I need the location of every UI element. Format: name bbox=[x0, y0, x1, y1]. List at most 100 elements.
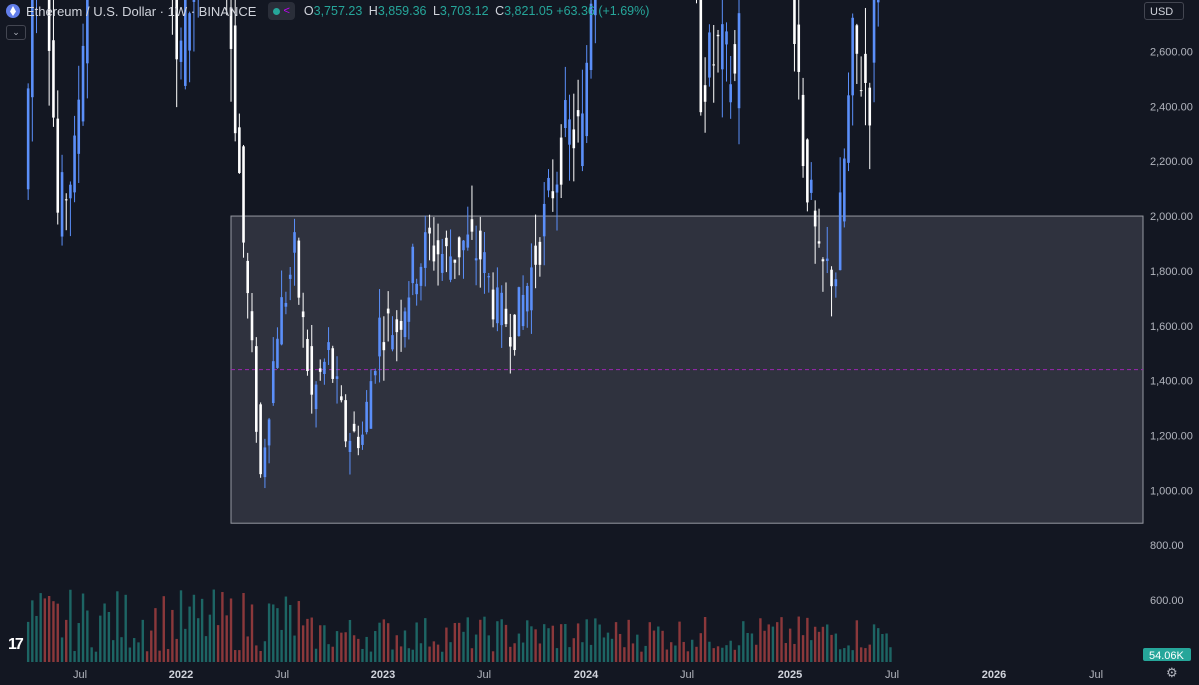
volume-bar bbox=[361, 648, 364, 662]
volume-bar bbox=[712, 648, 715, 662]
volume-bar bbox=[517, 633, 521, 662]
volume-bar bbox=[859, 647, 863, 662]
gear-icon[interactable]: ⚙ bbox=[1166, 665, 1178, 680]
candle-body bbox=[847, 95, 850, 163]
volume-bar bbox=[310, 617, 313, 662]
volume-bar bbox=[52, 601, 55, 662]
volume-bar bbox=[340, 632, 343, 662]
volume-bar bbox=[428, 646, 431, 662]
volume-bar bbox=[436, 644, 440, 662]
volume-bar bbox=[86, 610, 89, 662]
volume-bar bbox=[530, 626, 533, 662]
volume-bar bbox=[69, 589, 72, 662]
volume-bar bbox=[644, 645, 647, 662]
volume-bar bbox=[830, 634, 833, 662]
y-tick-label: 2,400.00 bbox=[1150, 101, 1193, 113]
symbol-title[interactable]: Ethereum / U.S. Dollar · 1W · BINANCE bbox=[26, 3, 257, 19]
volume-bar bbox=[581, 642, 584, 662]
volume-bar bbox=[797, 616, 800, 662]
candle-body bbox=[737, 13, 741, 109]
volume-bar bbox=[767, 624, 770, 662]
candle-body bbox=[525, 285, 529, 312]
collapse-legend-button[interactable]: ⌄ bbox=[6, 25, 26, 40]
volume-bar bbox=[889, 647, 892, 662]
volume-bar bbox=[280, 629, 283, 662]
volume-bar bbox=[457, 622, 461, 662]
volume-tag: 54.06K bbox=[1149, 650, 1185, 662]
candle-body bbox=[457, 237, 461, 258]
candle-body bbox=[276, 338, 279, 368]
volume-bar bbox=[551, 625, 555, 662]
candle-body bbox=[521, 294, 525, 327]
x-tick-label: Jul bbox=[680, 669, 694, 681]
volume-bar bbox=[674, 645, 677, 662]
volume-bar bbox=[204, 636, 208, 662]
x-tick-label: Jul bbox=[73, 669, 87, 681]
volume-bar bbox=[686, 651, 690, 662]
candle-body bbox=[538, 241, 542, 265]
candle-body bbox=[509, 337, 512, 347]
volume-bar bbox=[640, 651, 643, 662]
volume-bar bbox=[56, 603, 59, 662]
volume-bar bbox=[682, 641, 685, 662]
volume-bar bbox=[817, 631, 821, 662]
volume-bar bbox=[39, 593, 42, 662]
candle-body bbox=[478, 230, 482, 260]
volume-bar bbox=[555, 648, 559, 662]
candle-body bbox=[851, 17, 854, 96]
candle-body bbox=[806, 139, 809, 203]
volume-bar bbox=[631, 643, 635, 662]
candle-body bbox=[327, 342, 330, 351]
volume-bar bbox=[594, 618, 597, 662]
volume-bar bbox=[124, 594, 127, 662]
tradingview-logo-icon[interactable]: 17 bbox=[8, 636, 24, 653]
candle-body bbox=[462, 240, 465, 251]
candle-body bbox=[382, 342, 386, 351]
candle-body bbox=[192, 0, 196, 2]
volume-bar bbox=[851, 650, 854, 662]
volume-bar bbox=[229, 598, 233, 662]
volume-bar bbox=[665, 649, 669, 662]
low-value: 3,703.12 bbox=[439, 4, 489, 18]
candle-body bbox=[77, 99, 81, 154]
candle-body bbox=[834, 279, 838, 287]
volume-bar bbox=[132, 638, 136, 662]
volume-bar bbox=[834, 633, 838, 662]
volume-bar bbox=[526, 620, 529, 662]
x-tick-label: 2025 bbox=[778, 669, 802, 681]
volume-bar bbox=[504, 624, 508, 662]
volume-bar bbox=[407, 648, 411, 662]
candle-body bbox=[179, 40, 183, 62]
currency-selector[interactable]: USD bbox=[1144, 2, 1184, 20]
volume-bar bbox=[120, 637, 123, 662]
candle-body bbox=[297, 240, 301, 298]
volume-bar bbox=[197, 618, 200, 662]
volume-bar bbox=[699, 633, 702, 662]
candle-body bbox=[242, 146, 245, 243]
volume-bar bbox=[179, 590, 183, 662]
volume-bar bbox=[60, 637, 64, 662]
y-tick-label: 1,400.00 bbox=[1150, 376, 1193, 388]
volume-bar bbox=[821, 626, 825, 662]
candle-body bbox=[233, 25, 237, 134]
volume-bar bbox=[462, 631, 465, 662]
volume-bar bbox=[26, 621, 30, 662]
volume-bar bbox=[716, 646, 720, 662]
candle-body bbox=[344, 400, 347, 442]
volume-bar bbox=[801, 635, 805, 662]
volume-bar bbox=[369, 651, 373, 662]
candle-body bbox=[378, 317, 381, 357]
candle-body bbox=[491, 289, 495, 320]
volume-bar bbox=[184, 628, 187, 662]
candle-body bbox=[453, 259, 457, 263]
candle-body bbox=[517, 287, 521, 337]
indicator-toggle[interactable]: < bbox=[268, 2, 295, 20]
candle-body bbox=[500, 292, 503, 326]
candle-body bbox=[403, 311, 407, 338]
candle-body bbox=[280, 297, 283, 345]
candle-body bbox=[369, 381, 373, 429]
y-tick-label: 2,600.00 bbox=[1150, 47, 1193, 59]
volume-bar bbox=[771, 626, 775, 662]
candle-body bbox=[415, 283, 418, 295]
